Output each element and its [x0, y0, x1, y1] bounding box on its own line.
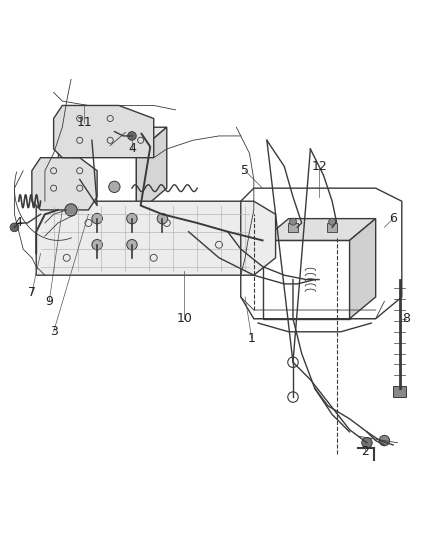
Text: 4: 4 — [128, 142, 136, 156]
Circle shape — [290, 218, 297, 225]
Text: 7: 7 — [28, 286, 36, 299]
Bar — [327, 223, 337, 232]
Circle shape — [92, 213, 102, 224]
Text: 8: 8 — [402, 312, 410, 325]
Text: 10: 10 — [176, 312, 192, 325]
Polygon shape — [53, 106, 154, 158]
Text: 9: 9 — [45, 295, 53, 308]
Circle shape — [379, 435, 390, 446]
Text: 12: 12 — [311, 160, 327, 173]
Circle shape — [362, 438, 372, 448]
Bar — [80, 127, 93, 138]
Circle shape — [65, 204, 77, 216]
Polygon shape — [36, 201, 276, 275]
Circle shape — [328, 218, 336, 225]
Circle shape — [157, 213, 168, 224]
Text: 2: 2 — [361, 445, 369, 458]
Polygon shape — [262, 219, 376, 240]
Text: 3: 3 — [49, 325, 57, 338]
Text: 4: 4 — [15, 216, 23, 230]
Polygon shape — [32, 158, 97, 210]
Text: 11: 11 — [76, 116, 92, 130]
Text: 5: 5 — [241, 164, 249, 177]
Bar — [393, 386, 406, 397]
Circle shape — [127, 132, 136, 140]
Circle shape — [127, 213, 137, 224]
Polygon shape — [67, 133, 92, 138]
Text: 1: 1 — [248, 332, 256, 345]
Bar — [119, 127, 132, 138]
Polygon shape — [136, 127, 167, 214]
Circle shape — [109, 181, 120, 192]
Circle shape — [127, 239, 137, 250]
Bar — [288, 223, 298, 232]
Circle shape — [10, 223, 19, 232]
Circle shape — [92, 239, 102, 250]
Polygon shape — [58, 127, 167, 154]
Text: 6: 6 — [389, 212, 397, 225]
Polygon shape — [350, 219, 376, 319]
